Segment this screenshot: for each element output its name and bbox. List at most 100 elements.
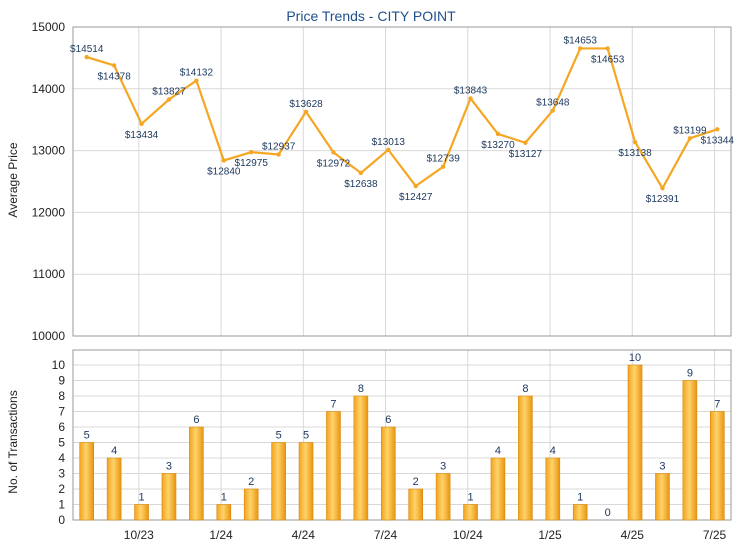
price-data-label: $12972 (317, 158, 351, 169)
transactions-frame (72, 349, 732, 521)
price-point (249, 149, 254, 155)
x-tick-label: 4/24 (292, 528, 316, 542)
price-data-label: $13138 (618, 148, 652, 159)
transactions-bar-label: 7 (714, 399, 720, 411)
price-data-label: $12638 (344, 179, 378, 190)
transactions-bar (271, 442, 286, 521)
transactions-bar-label: 1 (577, 492, 583, 504)
transactions-bar-label: 8 (522, 383, 528, 395)
price-point (715, 127, 720, 132)
price-data-label: $12739 (426, 154, 460, 165)
transactions-bar (655, 473, 670, 521)
transactions-bar (380, 426, 396, 521)
price-data-label: $12937 (262, 141, 296, 152)
transactions-bar-label: 2 (248, 476, 254, 488)
price-point (660, 186, 665, 191)
transactions-y-tick: 0 (58, 513, 65, 527)
price-point (166, 97, 172, 102)
transactions-bar (682, 380, 698, 521)
transactions-bar (463, 504, 478, 521)
price-data-label: $14653 (591, 54, 625, 65)
transactions-bar (353, 395, 369, 521)
transactions-axis-title: No. of Transactions (6, 390, 20, 493)
price-data-label: $12840 (207, 166, 241, 177)
transactions-bar (243, 488, 259, 521)
transactions-bar (709, 411, 725, 521)
price-point (578, 46, 583, 51)
price-point (111, 63, 117, 68)
price-point (413, 183, 418, 189)
transactions-bar-label: 3 (440, 461, 446, 473)
price-series-line (86, 47, 718, 191)
transactions-y-tick: 7 (58, 405, 65, 419)
x-tick-label: 1/25 (538, 528, 562, 542)
x-tick-label: 7/25 (703, 528, 727, 542)
price-data-label: $13127 (509, 149, 543, 160)
price-point (221, 158, 226, 163)
price-plot-area (73, 27, 731, 336)
x-tick-label: 1/24 (209, 528, 233, 542)
x-tick-label: 10/23 (124, 528, 154, 542)
transactions-bar-label: 3 (166, 461, 172, 473)
price-point (358, 170, 364, 176)
transactions-bar-label: 0 (605, 507, 611, 519)
price-data-label: $14514 (70, 44, 104, 55)
x-tick-label: 10/24 (453, 528, 483, 542)
transactions-bar-label: 1 (138, 492, 144, 504)
price-data-label: $12427 (399, 192, 433, 203)
price-point (687, 136, 693, 141)
price-axis-title: Average Price (6, 142, 20, 217)
price-data-label: $13344 (701, 135, 735, 146)
price-point (632, 139, 638, 145)
price-data-label: $13648 (536, 98, 570, 109)
price-data-label: $14653 (564, 35, 598, 46)
chart-title: Price Trends - CITY POINT (286, 8, 456, 24)
transactions-bar (545, 457, 561, 521)
price-y-tick: 14000 (32, 82, 66, 96)
transactions-bar-label: 2 (413, 476, 419, 488)
transactions-y-tick: 8 (58, 389, 65, 403)
transactions-bar (326, 411, 341, 521)
price-point (303, 109, 309, 114)
price-frame (72, 26, 732, 337)
price-data-label: $13843 (454, 86, 488, 97)
price-y-tick: 11000 (33, 267, 66, 281)
price-y-tick: 15000 (32, 20, 66, 34)
price-panel: 10000 11000 12000 13000 14000 15000 $14514 $143… (32, 20, 735, 343)
price-data-label: $14378 (97, 71, 131, 82)
price-point (194, 78, 199, 83)
price-point (440, 164, 446, 169)
price-point (468, 96, 473, 101)
price-point (386, 147, 391, 152)
x-tick-label: 4/25 (621, 528, 645, 542)
price-data-label: $13827 (152, 86, 186, 97)
transactions-bar (134, 504, 149, 521)
price-data-label: $13199 (673, 125, 707, 136)
price-data-label: $14132 (180, 68, 214, 79)
transactions-bar (79, 442, 95, 521)
transactions-bar-label: 1 (221, 492, 227, 504)
transactions-bar-label: 3 (659, 461, 665, 473)
transactions-y-tick: 5 (58, 436, 65, 450)
transactions-bar-label: 6 (385, 414, 391, 426)
price-point (605, 46, 610, 51)
transactions-bar-label: 5 (84, 430, 90, 442)
price-point (523, 140, 528, 145)
transactions-y-tick: 10 (52, 358, 66, 372)
transactions-bar-label: 10 (629, 352, 641, 364)
price-y-tick: 12000 (32, 205, 66, 219)
transactions-bar (216, 504, 232, 521)
transactions-bar (490, 457, 506, 521)
transactions-bar-label: 8 (358, 383, 364, 395)
transactions-bar (518, 395, 533, 521)
transactions-bar (298, 442, 314, 521)
transactions-bar (572, 504, 588, 521)
transactions-y-tick: 3 (58, 467, 65, 481)
price-point (84, 54, 89, 60)
transactions-bar (106, 457, 122, 521)
transactions-bar-label: 1 (467, 492, 473, 504)
transactions-bar-label: 5 (303, 430, 309, 442)
transactions-bar (627, 364, 643, 521)
price-point (139, 121, 144, 126)
